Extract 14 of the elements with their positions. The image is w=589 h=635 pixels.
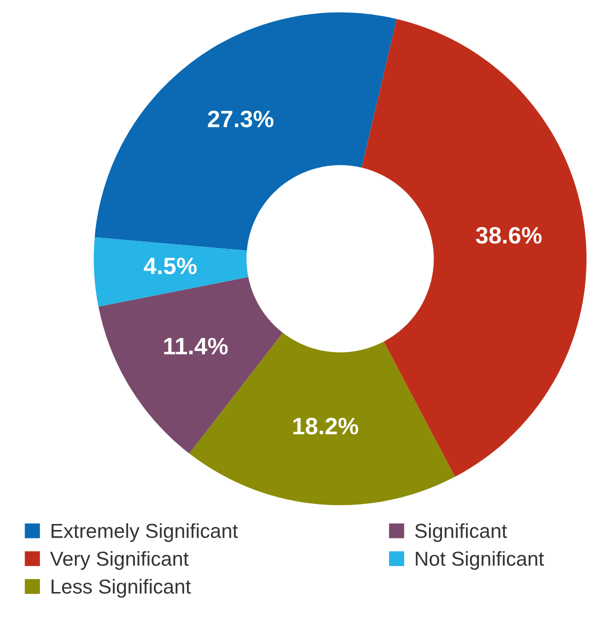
donut-slice xyxy=(362,18,586,477)
donut-slice xyxy=(94,12,397,251)
data-label: 27.3% xyxy=(208,110,274,128)
data-label: 38.6% xyxy=(476,226,542,244)
legend-label: Not Significant xyxy=(416,551,544,570)
legend-label: Significant xyxy=(415,523,507,542)
data-label: 11.4% xyxy=(164,338,228,354)
legend-label: Very Significant xyxy=(50,551,189,570)
data-label: 4.5% xyxy=(144,258,197,274)
data-label: 18.2% xyxy=(293,418,358,434)
legend-label: Less Significant xyxy=(52,578,191,598)
legend-label: Extremely Significant xyxy=(52,523,238,542)
donut-slice xyxy=(98,276,283,454)
donut-slice xyxy=(94,237,248,307)
